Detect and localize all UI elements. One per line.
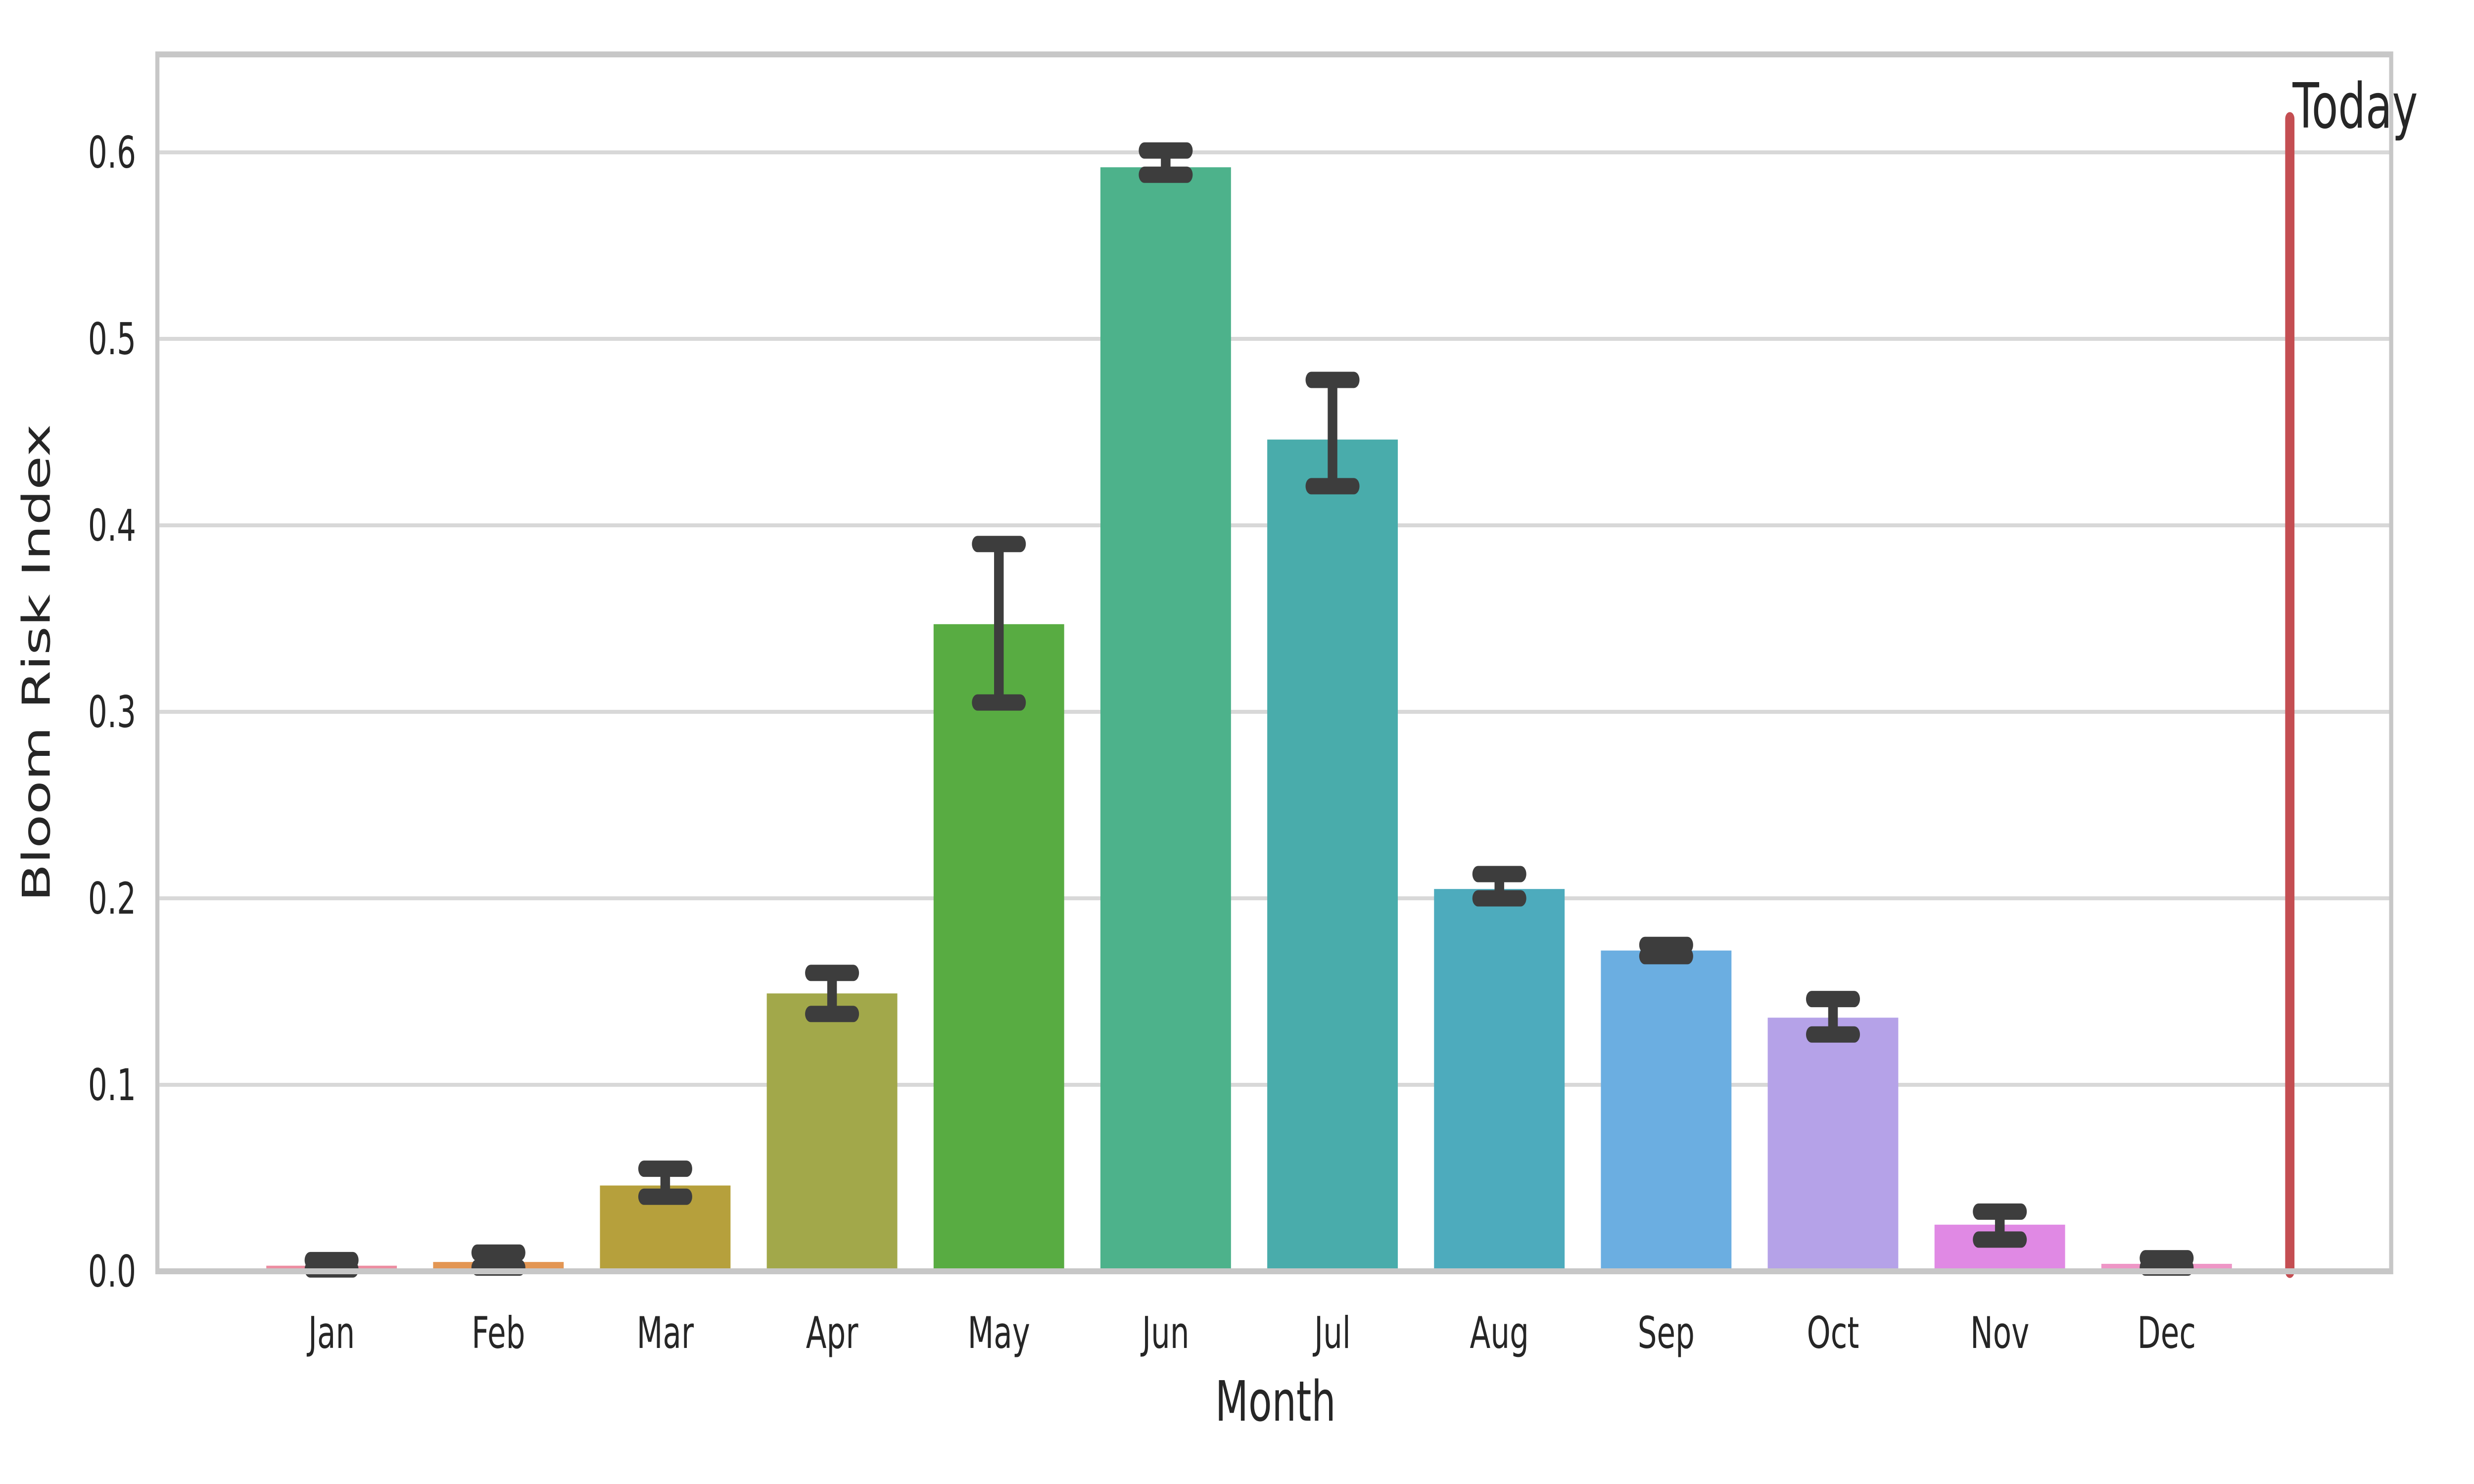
x-tick-label-jul: Jul: [1313, 1308, 1351, 1358]
y-tick-label-0.3: 0.3: [88, 687, 136, 738]
error-bar-sep: [1639, 936, 1693, 965]
x-tick-label-sep: Sep: [1638, 1308, 1695, 1358]
y-tick-label-0.4: 0.4: [88, 501, 136, 551]
x-tick-label-may: May: [968, 1308, 1030, 1358]
plot-border: [155, 51, 2393, 1274]
x-tick-label-oct: Oct: [1807, 1308, 1859, 1358]
error-bar-oct: [1806, 991, 1860, 1043]
y-tick-label-0.5: 0.5: [88, 314, 136, 365]
today-annotation-label: Today: [2292, 70, 2418, 143]
bar-may: [933, 624, 1064, 1271]
y-tick-labels: 0.0 0.1 0.2 0.3 0.4 0.5 0.6: [88, 128, 136, 1297]
error-bar-dec: [2140, 1250, 2194, 1276]
x-tick-label-aug: Aug: [1470, 1308, 1529, 1358]
bar-jun: [1100, 167, 1231, 1272]
x-tick-label-mar: Mar: [637, 1308, 694, 1358]
bar-oct: [1767, 1018, 1899, 1271]
error-bar-jul: [1305, 371, 1360, 495]
x-tick-label-dec: Dec: [2138, 1308, 2196, 1358]
error-bar-nov: [1973, 1203, 2027, 1248]
x-axis-label: Month: [1215, 1370, 1336, 1434]
bar-aug: [1434, 889, 1565, 1271]
x-tick-label-jun: Jun: [1141, 1308, 1189, 1358]
bar-apr: [766, 993, 898, 1271]
error-bar-jan: [304, 1252, 359, 1278]
error-bar-jun: [1139, 142, 1193, 183]
bar-jul: [1267, 439, 1398, 1271]
y-tick-label-0.2: 0.2: [88, 874, 136, 924]
error-bar-feb: [471, 1244, 525, 1276]
x-tick-labels: Jan Feb Mar Apr May Jun Jul Aug Sep Oct Nov Dec: [307, 1308, 2196, 1358]
y-tick-label-0.6: 0.6: [88, 128, 136, 178]
error-bar-aug: [1472, 866, 1526, 907]
x-tick-label-feb: Feb: [472, 1308, 525, 1358]
bar-sep: [1601, 950, 1732, 1271]
error-bar-mar: [638, 1160, 692, 1205]
error-bar-may: [972, 536, 1026, 711]
error-bars: [304, 142, 2194, 1278]
x-tick-label-jan: Jan: [307, 1308, 355, 1358]
y-tick-label-0.0: 0.0: [88, 1247, 136, 1297]
bars: [266, 167, 2232, 1272]
x-tick-label-nov: Nov: [1970, 1308, 2029, 1358]
y-tick-label-0.1: 0.1: [88, 1060, 136, 1111]
x-tick-label-apr: Apr: [806, 1308, 858, 1358]
error-bar-apr: [805, 965, 859, 1022]
y-axis-label: Bloom Risk Index: [14, 424, 59, 902]
